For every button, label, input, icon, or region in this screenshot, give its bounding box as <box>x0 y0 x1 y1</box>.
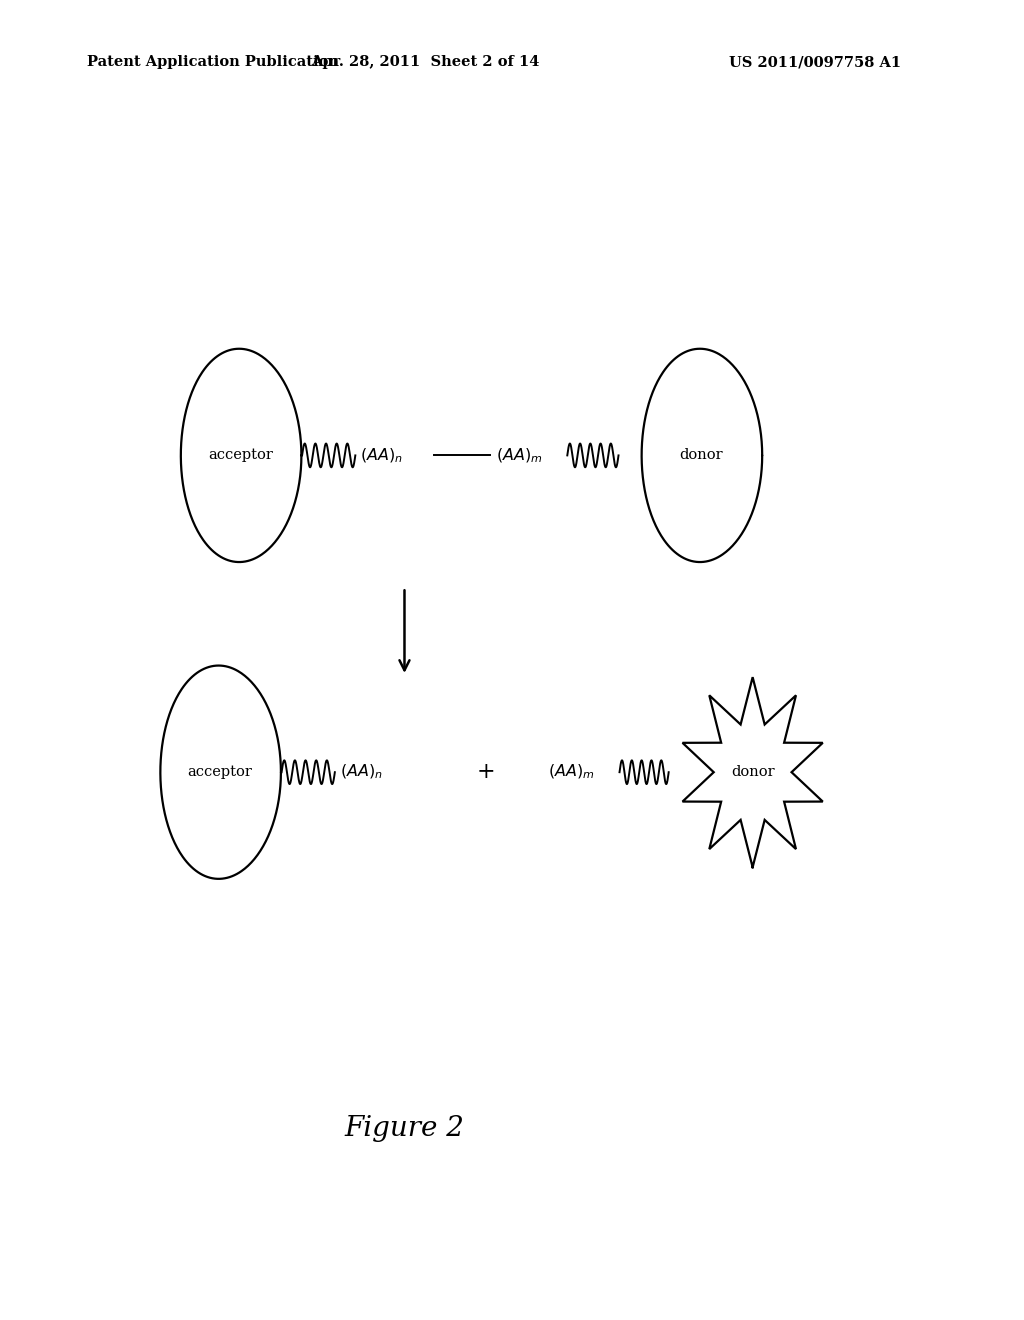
Text: $(AA)_m$: $(AA)_m$ <box>548 763 595 781</box>
Text: donor: donor <box>680 449 723 462</box>
Text: Figure 2: Figure 2 <box>344 1115 465 1142</box>
Text: $(AA)_n$: $(AA)_n$ <box>340 763 383 781</box>
Text: acceptor: acceptor <box>208 449 273 462</box>
Text: US 2011/0097758 A1: US 2011/0097758 A1 <box>729 55 901 70</box>
Text: +: + <box>477 762 496 783</box>
Text: $(AA)_n$: $(AA)_n$ <box>360 446 403 465</box>
Text: Apr. 28, 2011  Sheet 2 of 14: Apr. 28, 2011 Sheet 2 of 14 <box>310 55 540 70</box>
Text: acceptor: acceptor <box>187 766 253 779</box>
Text: donor: donor <box>731 766 774 779</box>
Text: Patent Application Publication: Patent Application Publication <box>87 55 339 70</box>
Text: $(AA)_m$: $(AA)_m$ <box>496 446 543 465</box>
